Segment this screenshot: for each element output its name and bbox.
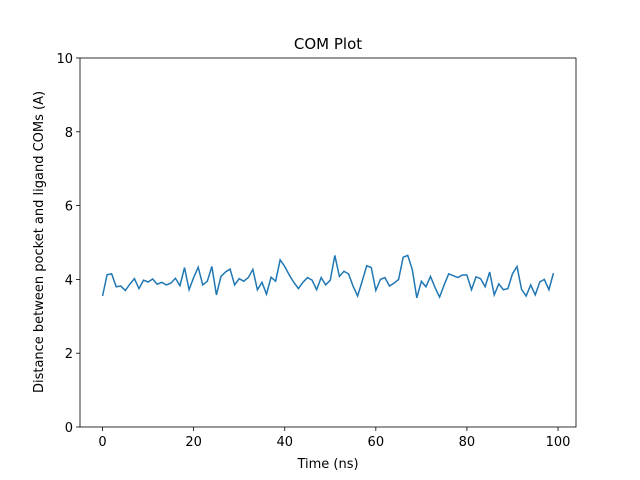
chart-title: COM Plot bbox=[294, 35, 362, 53]
x-tick-label: 0 bbox=[98, 435, 106, 450]
data-line bbox=[101, 254, 555, 300]
y-axis-label: Distance between pocket and ligand COMs … bbox=[32, 91, 47, 393]
y-tick-label: 10 bbox=[56, 52, 73, 67]
y-tick-label: 8 bbox=[65, 126, 73, 141]
y-tick-label: 4 bbox=[65, 273, 73, 288]
plot-frame bbox=[79, 57, 577, 428]
y-tick-label: 6 bbox=[65, 200, 73, 215]
x-tick-label: 60 bbox=[368, 435, 385, 450]
x-tick-label: 20 bbox=[185, 435, 202, 450]
y-tick-label: 0 bbox=[65, 421, 73, 436]
x-tick-label: 40 bbox=[276, 435, 293, 450]
x-axis-label: Time (ns) bbox=[296, 457, 358, 472]
x-tick-label: 80 bbox=[459, 435, 476, 450]
x-tick-label: 100 bbox=[546, 435, 571, 450]
y-tick-label: 2 bbox=[65, 347, 73, 362]
